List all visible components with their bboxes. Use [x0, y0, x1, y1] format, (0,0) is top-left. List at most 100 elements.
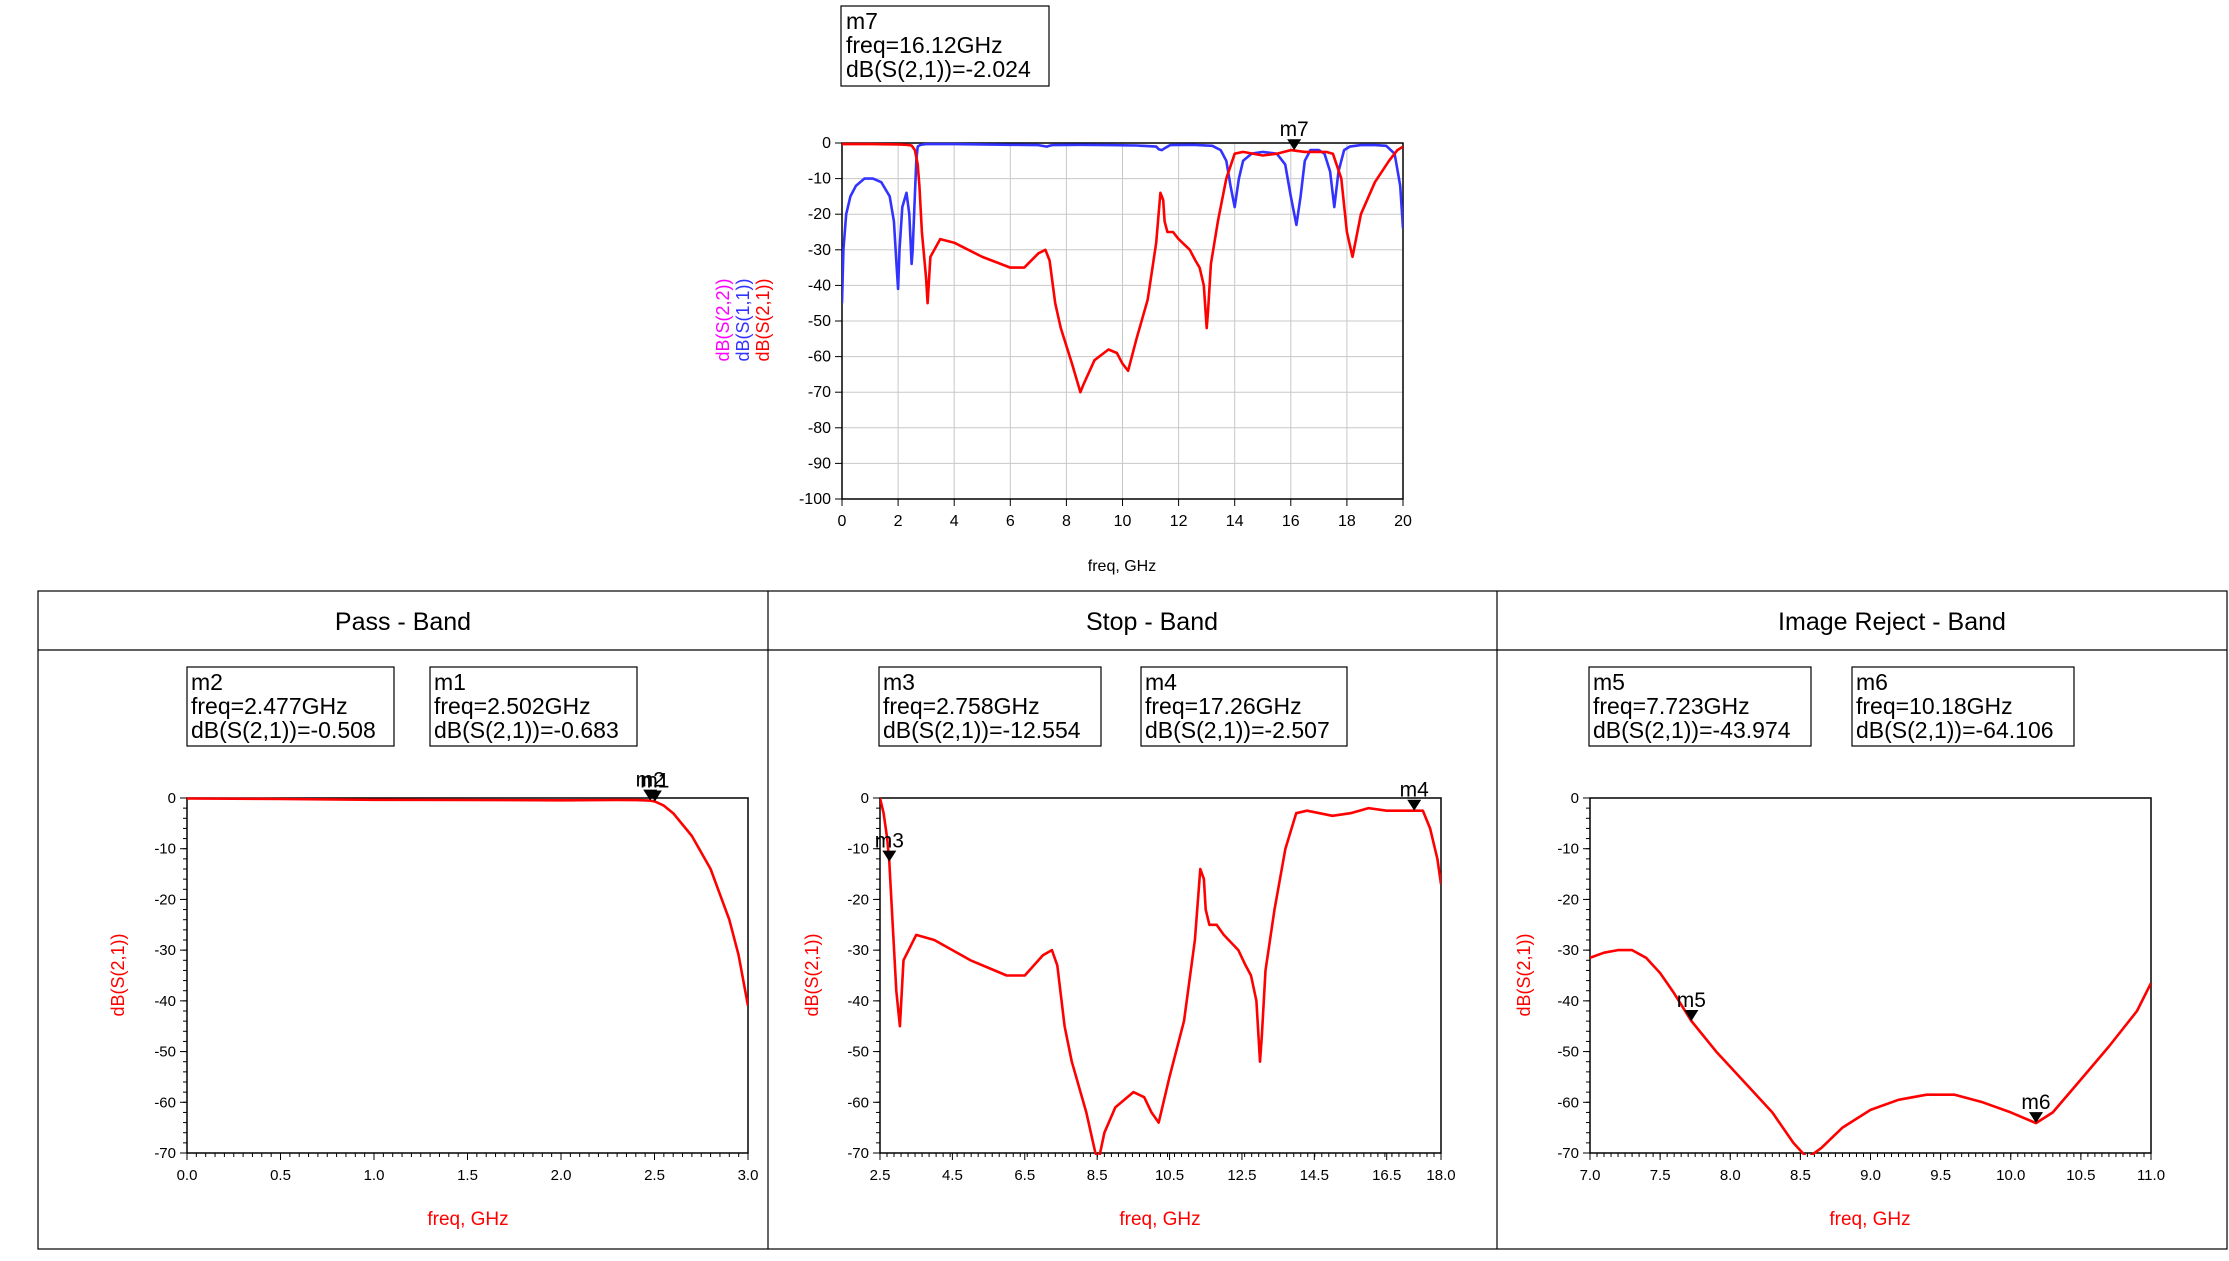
marker-label-m7: m7	[1280, 118, 1309, 141]
y-tick-label: -60	[808, 349, 831, 366]
marker-triangle-m3[interactable]	[882, 850, 897, 862]
svg-text:freq=16.12GHz: freq=16.12GHz	[846, 32, 1003, 58]
svg-text:dB(S(2,1))=-43.974: dB(S(2,1))=-43.974	[1593, 717, 1791, 743]
x-tick-label: 20	[1394, 513, 1412, 530]
x-tick-label: 6	[1006, 513, 1015, 530]
x-tick-label: 0	[838, 513, 847, 530]
y-tick-label: -10	[154, 841, 176, 858]
x-tick-label: 8.0	[1720, 1167, 1741, 1184]
svg-text:m5: m5	[1593, 669, 1625, 695]
marker-readout-m6: m6 freq=10.18GHz dB(S(2,1))=-64.106	[1851, 666, 2075, 747]
x-tick-label: 10.0	[1996, 1167, 2025, 1184]
x-tick-label: 4	[950, 513, 959, 530]
x-tick-label: 12	[1170, 513, 1188, 530]
y-tick-label: 0	[861, 790, 869, 807]
y-tick-label: -20	[808, 206, 831, 223]
y-tick-label: 0	[168, 790, 176, 807]
x-tick-label: 0.5	[270, 1167, 291, 1184]
x-tick-label: 16	[1282, 513, 1300, 530]
svg-text:m3: m3	[883, 669, 915, 695]
x-tick-label: 8	[1062, 513, 1071, 530]
y-tick-label: -80	[808, 420, 831, 437]
svg-text:dB(S(2,1))=-12.554: dB(S(2,1))=-12.554	[883, 717, 1081, 743]
stop-band-plot: 2.5 4.5 6.5 8.5 10.5 12.5 14.5 16.5 18.0 0 -10 -20…	[802, 666, 1456, 1230]
y-tick-label: -50	[154, 1044, 176, 1061]
y-tick-label: -50	[808, 313, 831, 330]
stop-band-plot-frame	[879, 797, 1442, 1154]
x-tick-label: 14.5	[1300, 1167, 1329, 1184]
marker-label-m6: m6	[2021, 1091, 2050, 1114]
marker-readout-m7: m7 freq=16.12GHz dB(S(2,1))=-2.024	[840, 5, 1050, 87]
x-tick-label: 8.5	[1790, 1167, 1811, 1184]
panel-title-pass-band: Pass - Band	[335, 608, 471, 636]
image-reject-x-axis-label: freq, GHz	[1829, 1209, 1910, 1230]
svg-text:freq=2.502GHz: freq=2.502GHz	[434, 693, 591, 719]
pass-band-x-axis-label: freq, GHz	[427, 1209, 508, 1230]
y-tick-label: -70	[154, 1145, 176, 1162]
y-tick-label: -20	[154, 891, 176, 908]
svg-text:dB(S(2,1))=-0.683: dB(S(2,1))=-0.683	[434, 717, 619, 743]
svg-text:dB(S(2,1))=-0.508: dB(S(2,1))=-0.508	[191, 717, 376, 743]
overview-y-label-s22: dB(S(2,2))	[713, 278, 733, 361]
svg-text:m4: m4	[1145, 669, 1177, 695]
y-tick-label: -30	[808, 242, 831, 259]
image-reject-curve	[1590, 948, 2151, 1155]
marker-triangle-m6[interactable]	[2028, 1112, 2043, 1124]
marker-label-m4: m4	[1400, 779, 1429, 802]
x-tick-label: 1.0	[364, 1167, 385, 1184]
x-tick-label: 18	[1338, 513, 1356, 530]
x-tick-label: 9.5	[1930, 1167, 1951, 1184]
y-tick-label: -40	[154, 993, 176, 1010]
y-tick-label: -40	[847, 993, 869, 1010]
y-tick-label: -90	[808, 455, 831, 472]
x-tick-label: 11.0	[2137, 1167, 2165, 1184]
stop-band-y-axis-label: dB(S(2,1))	[802, 933, 822, 1016]
x-tick-label: 18.0	[1426, 1167, 1455, 1184]
y-tick-label: -100	[799, 491, 831, 508]
image-reject-y-ticks: 0 -10 -20 -30 -40 -50 -60 -70	[1557, 790, 1590, 1162]
y-tick-label: -60	[847, 1094, 869, 1111]
marker-triangle-m4[interactable]	[1407, 799, 1422, 811]
y-tick-label: -10	[808, 171, 831, 188]
overview-y-label-s21: dB(S(2,1))	[753, 278, 773, 361]
svg-text:freq=17.26GHz: freq=17.26GHz	[1145, 693, 1302, 719]
x-tick-label: 2.0	[551, 1167, 572, 1184]
svg-text:freq=2.758GHz: freq=2.758GHz	[883, 693, 1040, 719]
y-tick-label: -40	[1557, 993, 1579, 1010]
y-tick-label: -10	[847, 841, 869, 858]
svg-text:m7: m7	[846, 8, 878, 34]
series-line-db-s-2-1-	[1590, 948, 2151, 1155]
y-tick-label: -30	[154, 942, 176, 959]
y-tick-label: -10	[1557, 841, 1579, 858]
marker-readout-m5: m5 freq=7.723GHz dB(S(2,1))=-43.974	[1588, 666, 1812, 747]
overview-curves	[842, 142, 1403, 394]
marker-triangle-m5[interactable]	[1684, 1010, 1699, 1022]
y-tick-label: -40	[808, 277, 831, 294]
marker-readout-m2: m2 freq=2.477GHz dB(S(2,1))=-0.508	[186, 666, 395, 747]
marker-triangle-m1[interactable]	[647, 790, 662, 802]
x-tick-label: 16.5	[1372, 1167, 1401, 1184]
x-tick-label: 14	[1226, 513, 1244, 530]
x-tick-label: 4.5	[942, 1167, 963, 1184]
y-tick-label: -70	[847, 1145, 869, 1162]
pass-band-curve	[187, 797, 748, 1007]
x-tick-label: 10.5	[1155, 1167, 1184, 1184]
y-tick-label: 0	[822, 135, 831, 152]
x-tick-label: 12.5	[1227, 1167, 1256, 1184]
svg-text:m2: m2	[191, 669, 223, 695]
x-tick-label: 9.0	[1860, 1167, 1881, 1184]
pass-band-x-ticks: 0.0 0.5 1.0 1.5 2.0 2.5 3.0	[177, 1153, 758, 1184]
stop-band-x-ticks: 2.5 4.5 6.5 8.5 10.5 12.5 14.5 16.5 18.0	[870, 1153, 1456, 1184]
pass-band-plot: 0.0 0.5 1.0 1.5 2.0 2.5 3.0 0 -10 -20 -30 -40 -50 -6…	[108, 666, 758, 1230]
svg-text:freq=10.18GHz: freq=10.18GHz	[1856, 693, 2013, 719]
image-reject-y-axis-label: dB(S(2,1))	[1514, 933, 1534, 1016]
svg-text:freq=2.477GHz: freq=2.477GHz	[191, 693, 348, 719]
y-tick-label: -30	[847, 942, 869, 959]
marker-readout-m1: m1 freq=2.502GHz dB(S(2,1))=-0.683	[429, 666, 638, 747]
marker-readout-m4: m4 freq=17.26GHz dB(S(2,1))=-2.507	[1140, 666, 1348, 747]
y-tick-label: 0	[1571, 790, 1579, 807]
y-tick-label: -70	[1557, 1145, 1579, 1162]
marker-triangle-m7[interactable]	[1287, 139, 1302, 151]
